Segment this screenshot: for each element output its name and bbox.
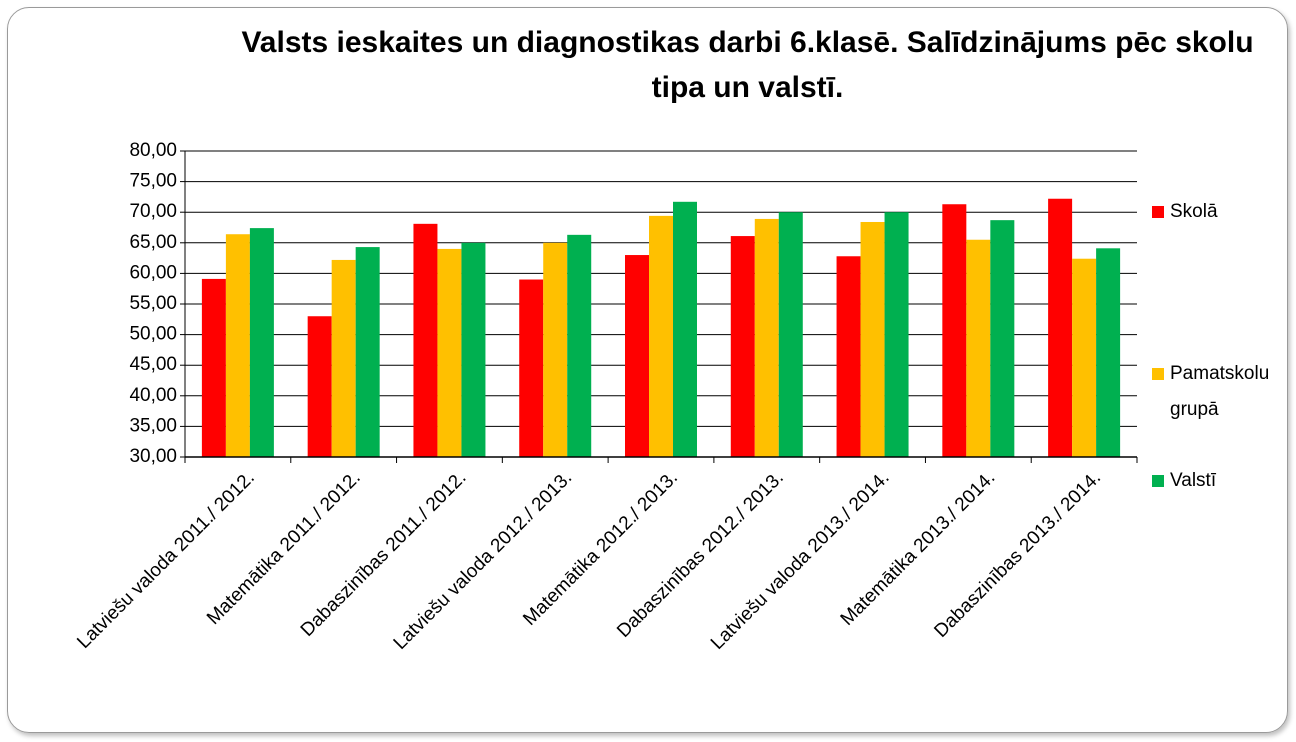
- bar: [884, 212, 909, 457]
- legend-label: Skolā: [1170, 201, 1218, 222]
- y-tick-label: 35,00: [129, 415, 177, 436]
- bar: [225, 234, 250, 457]
- x-tick-label: Latviešu valoda 2012./ 2013.: [390, 467, 577, 654]
- y-tick-label: 30,00: [129, 446, 177, 467]
- bar: [249, 228, 274, 457]
- chart-title: Valsts ieskaites un diagnostikas darbi 6…: [241, 26, 1254, 104]
- legend-swatch: [1152, 475, 1164, 487]
- bar: [543, 242, 568, 457]
- bar: [1048, 198, 1073, 457]
- bar: [754, 218, 779, 457]
- x-tick-label: Latviešu valoda 2013./ 2014.: [707, 467, 894, 654]
- bar: [1072, 258, 1097, 457]
- legend-item: Skolā: [1152, 194, 1292, 230]
- y-tick-label: 50,00: [129, 324, 177, 345]
- bar: [437, 248, 462, 457]
- bar: [331, 259, 356, 457]
- y-tick-label: 70,00: [129, 201, 177, 222]
- bar: [1096, 248, 1121, 457]
- chart-frame: [7, 7, 1288, 733]
- bar: [355, 247, 380, 457]
- y-tick-label: 40,00: [129, 385, 177, 406]
- legend-label: Pamatskolu grupā: [1170, 363, 1270, 420]
- bar: [201, 278, 226, 457]
- y-tick-label: 65,00: [129, 232, 177, 253]
- y-tick-label: 55,00: [129, 293, 177, 314]
- bar: [413, 223, 438, 457]
- legend-item: Pamatskolu grupā: [1152, 356, 1292, 428]
- y-tick-label: 80,00: [129, 140, 177, 161]
- legend-item: Valstī: [1152, 463, 1292, 499]
- legend-swatch: [1152, 368, 1164, 380]
- bar: [673, 201, 697, 457]
- bar: [836, 256, 861, 457]
- bar: [966, 239, 991, 457]
- legend-label: Valstī: [1170, 470, 1217, 491]
- bar: [307, 316, 332, 457]
- y-tick-label: 60,00: [129, 262, 177, 283]
- legend-swatch: [1152, 206, 1164, 218]
- y-tick-label: 45,00: [129, 354, 177, 375]
- x-tick-label: Dabaszinības 2013./ 2014.: [930, 467, 1105, 642]
- bar: [567, 234, 592, 457]
- bar: [990, 220, 1015, 457]
- bar: [461, 242, 486, 457]
- bar: [942, 204, 967, 457]
- bar: [778, 212, 803, 457]
- y-tick-label: 75,00: [129, 171, 177, 192]
- bar: [649, 215, 673, 457]
- x-tick-label: Latviešu valoda 2011./ 2012.: [73, 467, 259, 653]
- bar: [625, 255, 649, 457]
- x-tick-label: Dabaszinības 2012./ 2013.: [613, 467, 788, 642]
- bar: [519, 279, 544, 457]
- bar: [860, 221, 885, 457]
- bar: [730, 236, 755, 457]
